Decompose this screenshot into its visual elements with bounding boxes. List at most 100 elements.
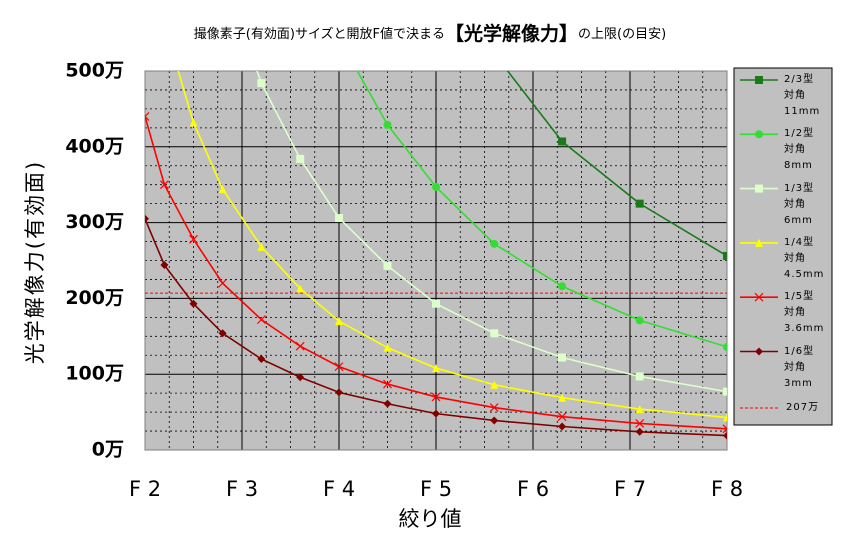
marker-stroke [722,424,727,430]
marker [635,405,644,414]
marker [558,353,567,362]
marker [160,20,168,28]
marker [635,316,644,325]
title-part: 撮像素子(有効面)サイズと開放F値で決まる [194,26,445,42]
marker [558,422,567,431]
marker [383,261,392,270]
marker-stroke [218,278,228,288]
marker [145,112,150,121]
marker-stroke [557,412,567,422]
x-tick-label: F 4 [323,477,355,501]
marker [723,431,727,440]
marker [755,130,763,139]
marker-stroke [635,419,645,428]
marker [432,182,440,191]
y-tick-label: 100万 [65,363,124,385]
plot-border [144,70,728,451]
marker-stroke [431,392,441,402]
marker [755,347,763,356]
y-tick-label: 0万 [92,439,124,461]
x-axis-label: 絞り値 [399,507,462,531]
marker [160,261,169,270]
marker [635,372,644,381]
x-tick-label: F 8 [711,477,743,501]
marker [383,379,392,389]
marker [723,251,727,260]
marker [256,315,266,325]
marker [723,413,727,422]
marker-stroke [722,427,727,434]
y-axis-label: 光学解像力(有効面) [23,160,47,364]
legend-label: 1/5型 対角 3.6mm [784,291,825,335]
legend-label: 1/4型 対角 4.5mm [784,236,825,280]
marker [296,284,305,293]
marker-stroke [754,292,764,302]
x-tick-label: F 2 [129,477,161,501]
y-tick-label: 200万 [65,287,124,309]
marker [558,393,567,402]
y-tick-label: 400万 [65,135,124,157]
legend-label: 207万 [786,402,820,413]
marker [490,329,499,338]
marker [257,79,266,88]
marker [432,409,440,418]
marker [432,299,440,308]
marker [296,154,305,163]
marker [296,373,305,382]
x-tick-label: F 6 [517,477,549,501]
marker-stroke [145,112,150,118]
x-tick-label: F 5 [420,477,452,501]
x-tick-label: F 7 [614,477,646,501]
marker [558,282,567,291]
marker [635,419,645,428]
marker [755,238,763,247]
marker [218,185,227,194]
marker [754,292,764,302]
y-tick-label: 300万 [65,211,124,233]
marker-stroke [334,362,344,372]
marker [295,341,305,351]
marker [189,234,198,244]
marker [335,214,343,223]
plot-series [145,20,727,440]
legend-label: 1/3型 対角 6mm [784,182,815,226]
marker [490,239,499,248]
marker-stroke [383,379,392,389]
marker [635,199,644,208]
marker [723,387,727,396]
marker [755,76,763,84]
marker [432,364,440,373]
marker-stroke [295,341,305,351]
marker [335,388,343,397]
marker [635,427,644,436]
marker-stroke [489,403,499,412]
legend-label: 1/2型 対角 8mm [784,128,815,172]
legend-label: 2/3型 対角 11mm [784,74,821,117]
marker [490,416,499,425]
marker [145,214,149,223]
marker [189,299,198,308]
chart-title: 撮像素子(有効面)サイズと開放F値で決まる【光学解像力】の上限(の目安) [194,22,666,45]
marker [383,343,392,352]
marker [159,180,169,190]
marker [383,399,392,408]
legend-label: 1/6型 対角 3mm [784,345,815,389]
marker [257,355,266,364]
title-part: の上限(の目安) [578,27,666,42]
y-tick-label: 500万 [65,60,124,82]
marker [558,137,567,146]
marker [431,392,441,402]
marker [218,278,228,288]
marker [723,342,727,351]
marker [755,184,763,193]
marker [383,120,392,129]
legend-box [733,67,833,426]
marker [490,50,498,58]
marker-stroke [159,180,169,190]
marker-stroke [189,234,198,244]
marker [722,424,727,434]
marker [189,118,198,127]
marker-stroke [145,115,150,121]
marker [218,329,227,338]
